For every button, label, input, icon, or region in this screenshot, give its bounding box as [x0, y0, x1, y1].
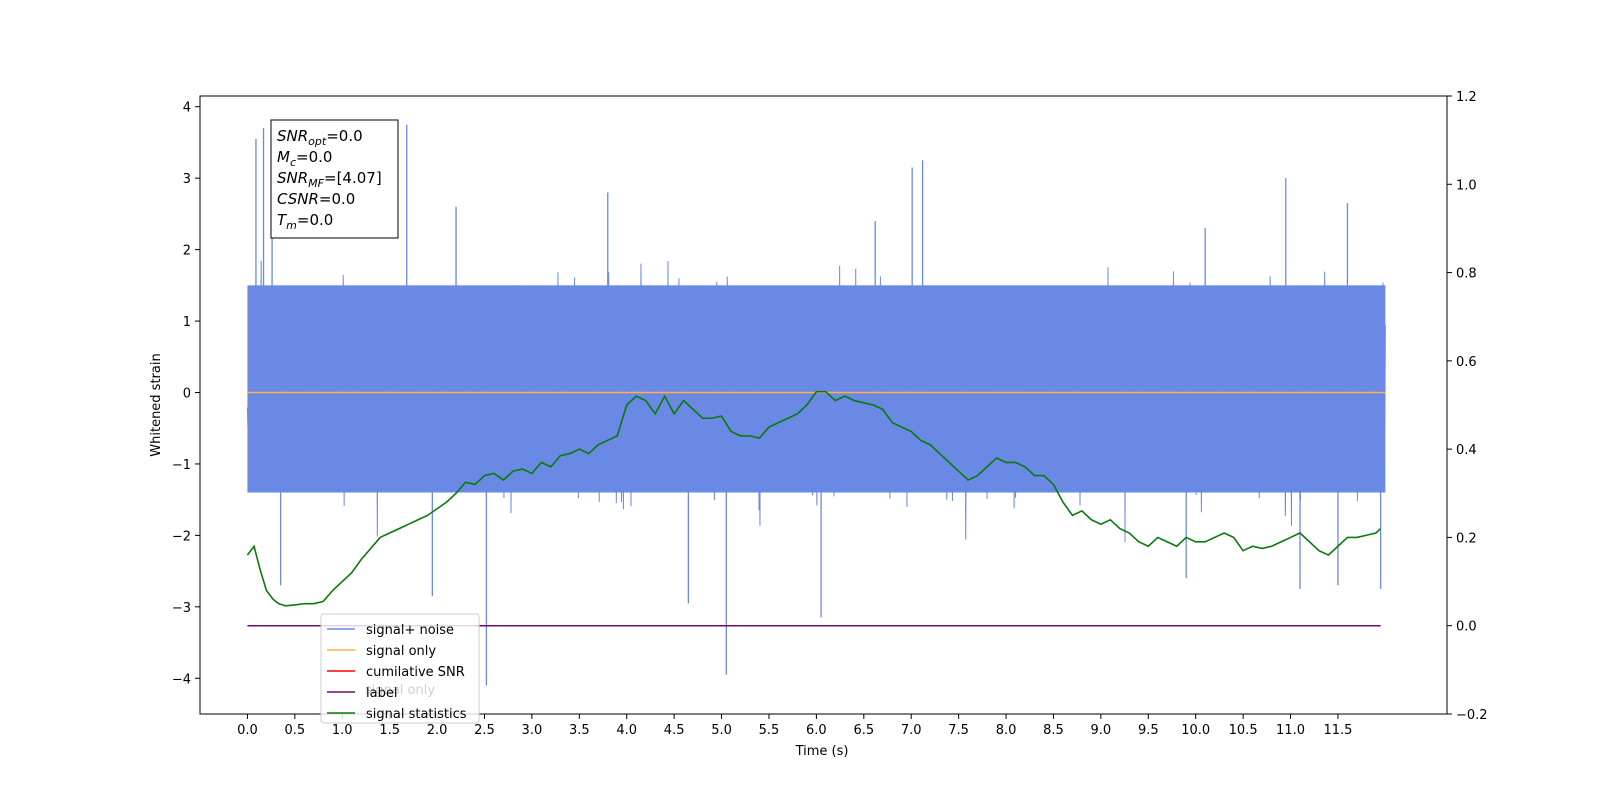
x-tick-label-12: 6.0	[806, 723, 827, 738]
y-tick-label-8: 4	[183, 101, 191, 116]
legend: signal only signal+ noise signal only cumil…	[320, 613, 480, 724]
y-tick-label-7: 3	[183, 172, 191, 187]
y2-tick-label-7: 1.2	[1456, 90, 1477, 105]
y-tick-label-4: 0	[183, 386, 191, 401]
x-tick-label-19: 9.5	[1138, 723, 1159, 738]
x-tick-label-9: 4.5	[664, 723, 685, 738]
y-tick-label-0: −4	[172, 672, 191, 687]
x-tick-label-2: 1.0	[332, 723, 353, 738]
legend-label-4: signal statistics	[366, 707, 467, 722]
x-tick-label-17: 8.5	[1043, 723, 1064, 738]
y2-tick-label-2: 0.2	[1456, 531, 1477, 546]
info-box-frame	[270, 119, 399, 239]
y2-tick-label-5: 0.8	[1456, 267, 1477, 282]
y-axis-right: −0.2 0.0 0.2 0.4 0.6 0.8 1.0 1.2	[1447, 90, 1488, 723]
x-tick-label-20: 10.0	[1181, 723, 1210, 738]
legend-label-0: signal+ noise	[366, 623, 454, 638]
legend-label-3: label	[366, 686, 397, 701]
x-tick-label-1: 0.5	[284, 723, 305, 738]
x-tick-label-7: 3.5	[569, 723, 590, 738]
x-tick-label-10: 5.0	[711, 723, 732, 738]
series-signal-plus-noise	[246, 260, 1386, 543]
x-tick-label-4: 2.0	[427, 723, 448, 738]
legend-frame	[320, 613, 480, 724]
y2-tick-label-0: −0.2	[1456, 708, 1488, 723]
legend-ghost-text: signal only	[365, 683, 435, 698]
info-box-line-2: SNRMF=[4.07]	[277, 169, 382, 190]
y-axis-left: −4 −3 −2 −1 0 1 2 3 4	[172, 101, 200, 687]
y-tick-label-6: 2	[183, 244, 191, 259]
x-tick-label-23: 11.5	[1323, 723, 1352, 738]
y2-tick-label-3: 0.4	[1456, 443, 1477, 458]
x-tick-label-13: 6.5	[853, 723, 874, 738]
info-box-line-4: Tm=0.0	[277, 211, 333, 232]
legend-label-1: signal only	[366, 644, 436, 659]
info-box-line-1: Mc=0.0	[277, 148, 332, 169]
x-tick-label-15: 7.5	[948, 723, 969, 738]
y2-tick-label-1: 0.0	[1456, 620, 1477, 635]
legend-label-2: cumilative SNR	[366, 665, 465, 680]
x-tick-label-8: 4.0	[616, 723, 637, 738]
y2-tick-label-6: 1.0	[1456, 178, 1477, 193]
x-tick-label-3: 1.5	[379, 723, 400, 738]
y-axis-label: Whitened strain	[149, 353, 164, 456]
x-tick-label-22: 11.0	[1276, 723, 1305, 738]
x-axis-label: Time (s)	[795, 744, 849, 759]
axes-frame	[199, 95, 1448, 715]
x-tick-label-5: 2.5	[474, 723, 495, 738]
x-tick-label-18: 9.0	[1091, 723, 1112, 738]
y2-tick-label-4: 0.6	[1456, 355, 1477, 370]
y-tick-label-3: −1	[172, 458, 191, 473]
y-tick-label-5: 1	[183, 315, 191, 330]
plot-area	[246, 124, 1386, 686]
info-box-line-0: SNRopt=0.0	[277, 127, 363, 148]
info-box-line-3: CSNR=0.0	[277, 190, 355, 208]
series-line-4	[246, 390, 1382, 607]
x-tick-label-16: 8.0	[996, 723, 1017, 738]
x-tick-label-14: 7.0	[901, 723, 922, 738]
x-axis: 0.0 0.5 1.0 1.5 2.0 2.5 3.0 3.5 4.0 4.5 5.0 5.5 6.0 6…	[237, 714, 1352, 738]
x-tick-label-0: 0.0	[237, 723, 258, 738]
y-tick-label-2: −2	[172, 529, 191, 544]
y-tick-label-1: −3	[172, 601, 191, 616]
x-tick-label-11: 5.5	[759, 723, 780, 738]
x-tick-label-6: 3.0	[522, 723, 543, 738]
x-tick-label-21: 10.5	[1229, 723, 1258, 738]
